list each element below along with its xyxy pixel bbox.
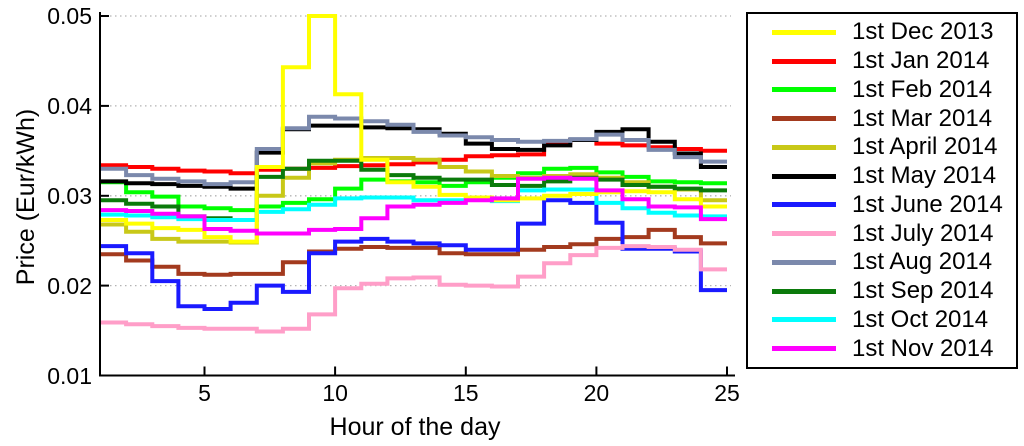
legend-item-1st-oct-2014: 1st Oct 2014	[748, 306, 1016, 334]
legend-label: 1st Jan 2014	[852, 47, 990, 75]
legend: 1st Dec 2013 1st Jan 2014 1st Feb 2014 1…	[746, 12, 1018, 369]
legend-swatch	[772, 144, 836, 150]
legend-item-1st-mar-2014: 1st Mar 2014	[748, 105, 1016, 133]
x-tick-label: 10	[322, 380, 348, 406]
y-tick-label: 0.01	[47, 362, 92, 389]
y-tick-label: 0.04	[47, 92, 92, 119]
legend-swatch	[772, 259, 836, 265]
y-tick-label: 0.02	[47, 272, 92, 299]
legend-swatch	[772, 87, 836, 93]
legend-label: 1st July 2014	[852, 219, 994, 247]
legend-label: 1st April 2014	[852, 133, 998, 161]
legend-item-1st-jan-2014: 1st Jan 2014	[748, 47, 1016, 75]
legend-item-1st-sep-2014: 1st Sep 2014	[748, 277, 1016, 305]
x-tick-label: 5	[198, 380, 211, 406]
legend-label: 1st Dec 2013	[852, 18, 994, 46]
legend-label: 1st May 2014	[852, 162, 997, 190]
legend-swatch	[772, 317, 836, 323]
legend-label: 1st Aug 2014	[852, 248, 993, 276]
legend-item-1st-july-2014: 1st July 2014	[748, 220, 1016, 248]
legend-item-1st-june-2014: 1st June 2014	[748, 191, 1016, 219]
x-tick-label: 20	[583, 380, 610, 406]
legend-item-1st-aug-2014: 1st Aug 2014	[748, 248, 1016, 276]
legend-item-1st-feb-2014: 1st Feb 2014	[748, 76, 1016, 104]
legend-swatch	[772, 346, 836, 352]
legend-swatch	[772, 29, 836, 35]
legend-item-1st-april-2014: 1st April 2014	[748, 133, 1016, 161]
legend-item-1st-nov-2014: 1st Nov 2014	[748, 335, 1016, 363]
legend-swatch	[772, 58, 836, 64]
legend-swatch	[772, 202, 836, 208]
legend-label: 1st Sep 2014	[852, 277, 994, 305]
legend-swatch	[772, 116, 836, 122]
legend-label: 1st Oct 2014	[852, 305, 989, 333]
x-axis-title: Hour of the day	[329, 413, 501, 441]
legend-label: 1st Nov 2014	[852, 334, 994, 362]
legend-label: 1st Feb 2014	[852, 75, 993, 103]
legend-item-1st-may-2014: 1st May 2014	[748, 162, 1016, 190]
legend-label: 1st June 2014	[852, 190, 1003, 218]
legend-swatch	[772, 173, 836, 179]
legend-swatch	[772, 231, 836, 237]
y-tick-label: 0.05	[47, 3, 92, 29]
legend-item-1st-dec-2013: 1st Dec 2013	[748, 18, 1016, 46]
legend-label: 1st Mar 2014	[852, 104, 993, 132]
x-tick-label: 15	[452, 380, 479, 406]
x-tick-label: 25	[714, 380, 740, 406]
legend-swatch	[772, 288, 836, 294]
y-tick-label: 0.03	[47, 182, 92, 209]
